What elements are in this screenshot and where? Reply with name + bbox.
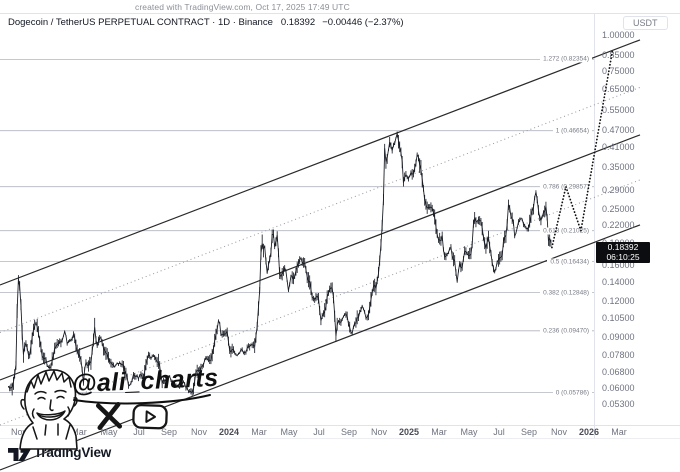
time-axis-label: May [460,427,478,437]
time-axis-label: 2025 [398,427,420,437]
fib-level-label: 0.5 (0.16434) [547,258,592,266]
price-axis-label: 0.85000 [602,50,635,61]
price-change: −0.00446 (−2.37%) [322,17,404,28]
time-axis-label: May [100,427,118,437]
x-logo-icon [95,402,123,430]
candles-close-line [8,133,552,394]
handle-underline-flourish [73,394,211,405]
symbol-titlebar: Dogecoin / TetherUS PERPETUAL CONTRACT ·… [8,17,404,28]
price-axis-label: 0.09000 [602,332,635,343]
price-axis-label: 0.55000 [602,105,635,116]
time-axis-label: Mar [431,427,447,437]
attribution-text: created with TradingView.com, Oct 17, 20… [135,2,350,12]
time-axis-label: Jul [313,427,325,437]
badge-price: 0.18392 [607,242,639,252]
time-axis-label: Sep [340,427,358,437]
badge-countdown: 06:10:25 [606,251,640,262]
forecast-zigzag [551,50,614,249]
time-axis-label: Jul [493,427,505,437]
fib-level-label: 0 (0.05786) [552,389,592,397]
price-axis-label: 0.65000 [602,84,635,95]
price-axis-label: 0.25000 [602,203,635,214]
last-price-badge: 0.18392 06:10:25 [596,242,650,263]
price-axis-label: 0.14000 [602,276,635,287]
time-axis-label: 2024 [218,427,240,437]
price-axis-label: 0.12000 [602,296,635,307]
time-axis-label: Nov [370,427,388,437]
fib-level-label: 0.382 (0.12848) [540,289,592,297]
fib-level-label: 0.618 (0.21025) [540,227,592,235]
time-axis-label: Jul [133,427,145,437]
fib-level-label: 1 (0.46654) [552,127,592,135]
price-axis-unit: USDT [623,16,668,30]
bottom-frame-line [0,438,680,439]
top-divider [0,13,680,14]
tradingview-logo-icon [8,448,32,461]
youtube-logo-icon [132,404,168,430]
time-axis-label: Sep [160,427,178,437]
hair-strokes [26,370,72,393]
price-axis-label: 0.10500 [602,312,635,323]
price-axis-label: 0.06000 [602,383,635,394]
time-axis-label: 2026 [578,427,600,437]
fib-level-label: 1.272 (0.82354) [540,55,592,63]
price-axis-label: 0.05300 [602,398,635,409]
price-axis-label: 1.00000 [602,30,635,40]
time-axis-label: Mar [611,427,627,437]
fib-level-label: 0.236 (0.09470) [540,327,592,335]
price-axis-label: 0.75000 [602,66,635,77]
price-axis-label: 0.16000 [602,259,635,270]
time-axis-label: May [280,427,298,437]
channel-line-solid [0,134,641,381]
time-axis-label: Mar [71,427,87,437]
channel-line-solid [0,224,641,471]
price-axis-divider [594,13,595,438]
time-axis-label: Mar [251,427,267,437]
price-axis-label: 0.22000 [602,220,635,231]
time-axis-divider [0,425,680,426]
symbol-description: Dogecoin / TetherUS PERPETUAL CONTRACT ·… [8,17,273,28]
price-axis-label: 0.07800 [602,350,635,361]
last-price: 0.18392 [280,17,316,28]
price-axis-label: 0.35000 [602,161,635,172]
price-axis-label: 0.06800 [602,367,635,378]
time-axis-label: Sep [520,427,538,437]
price-axis-label: 0.41000 [602,141,635,152]
ali-face-sketch [19,369,78,450]
time-axis-label: Nov [190,427,208,437]
channel-line-solid [0,39,641,286]
time-axis-label: Nov [10,427,28,437]
price-axis-label: 0.29000 [602,185,635,196]
time-axis-label: Nov [550,427,568,437]
price-axis-label: 0.47000 [602,124,635,135]
